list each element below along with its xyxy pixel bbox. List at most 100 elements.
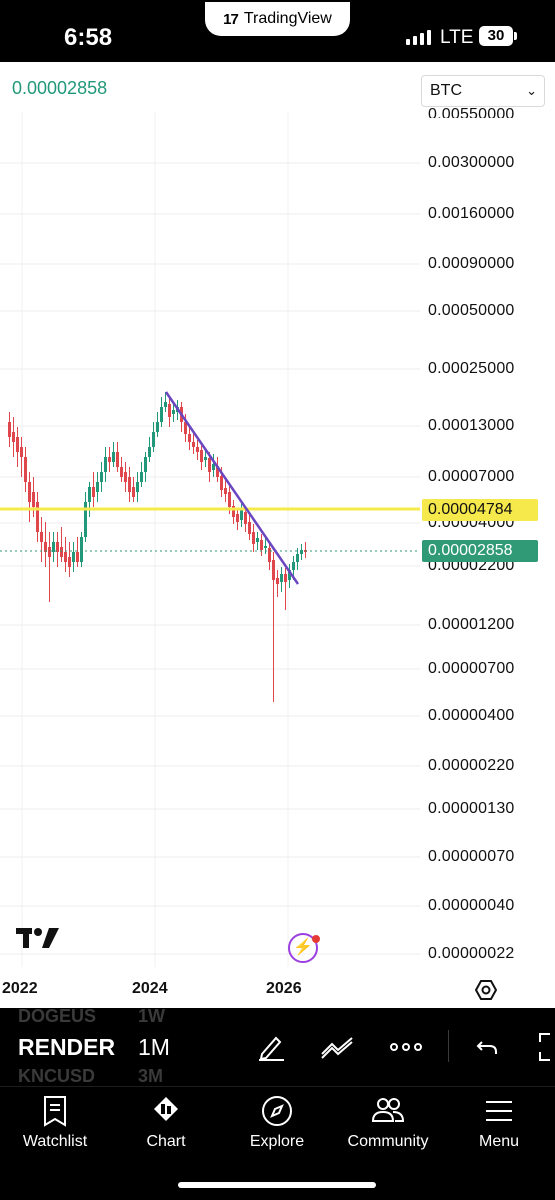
chart-icon: [154, 1097, 178, 1121]
candle-body: [44, 542, 47, 552]
price-axis-label: 0.00300000: [428, 154, 515, 171]
notification-dot: [312, 935, 320, 943]
candle-body: [276, 578, 279, 584]
candle-body: [296, 554, 299, 562]
candle-body: [288, 570, 291, 580]
nav-watchlist[interactable]: Watchlist: [0, 1095, 110, 1151]
candle-body: [212, 464, 215, 470]
chevron-down-icon: ⌄: [526, 83, 537, 98]
ghost-timeframe-prev: 1W: [138, 1008, 165, 1026]
nav-explore-label: Explore: [249, 1133, 305, 1150]
nav-community[interactable]: Community: [333, 1095, 443, 1151]
price-axis-label: 0.00090000: [428, 255, 515, 272]
signal-icon: [406, 30, 431, 45]
community-icon: [371, 1098, 405, 1122]
candle-body: [48, 547, 51, 557]
candle-body: [68, 557, 71, 567]
candle-body: [156, 422, 159, 432]
status-bar: 6:58 17 TradingView LTE 30: [0, 0, 555, 62]
candle-body: [184, 422, 187, 434]
candle-body: [240, 510, 243, 520]
candle-body: [224, 488, 227, 494]
toolbar-divider: [448, 1030, 449, 1062]
candle-body: [20, 447, 23, 457]
compass-icon: [262, 1096, 292, 1126]
candle-body: [244, 512, 247, 524]
fullscreen-icon[interactable]: [536, 1032, 555, 1062]
price-axis-label: 0.00000022: [428, 945, 515, 962]
price-axis-label: 0.00160000: [428, 205, 515, 222]
candle-body: [24, 457, 27, 482]
price-axis-label: 0.00013000: [428, 417, 515, 434]
candle-body: [160, 407, 163, 422]
candle-body: [76, 552, 79, 562]
candle-body: [88, 487, 91, 502]
price-axis-label: 0.00000070: [428, 848, 515, 865]
undo-icon[interactable]: [474, 1032, 500, 1062]
compare-symbol-value: BTC: [430, 82, 462, 99]
ghost-symbol-next: KNCUSD: [18, 1066, 96, 1086]
price-axis-label: 0.00050000: [428, 302, 515, 319]
candle-body: [248, 522, 251, 534]
candle-body: [124, 472, 127, 482]
candle-body: [188, 434, 191, 442]
candle-body: [112, 452, 115, 462]
price-axis-label: 0.00000040: [428, 897, 515, 914]
candle-body: [280, 574, 283, 582]
candle-body: [36, 502, 39, 532]
candle-body: [204, 457, 207, 460]
price-axis-label: 0.00025000: [428, 360, 515, 377]
candle-body: [144, 457, 147, 472]
candle-body: [72, 552, 75, 562]
more-icon[interactable]: [389, 1032, 423, 1062]
chart-area[interactable]: 0.00002858 BTC ⌄ 0.00550000 0.00300000 0.…: [0, 62, 555, 1008]
candle-body: [200, 450, 203, 462]
candle-body: [260, 540, 263, 550]
candle-body: [272, 560, 275, 580]
candle-body: [64, 552, 67, 562]
nav-chart[interactable]: Chart: [111, 1095, 221, 1151]
candle-body: [232, 506, 235, 517]
candle-body: [132, 487, 135, 497]
candle-body: [216, 466, 219, 477]
chart-toolbar: DOGEUS KNCUSD 1W 3M RENDER 1M: [0, 1008, 555, 1086]
menu-icon: [486, 1101, 512, 1121]
app-pill-label: TradingView: [243, 10, 332, 27]
candle-body: [236, 514, 239, 522]
horizontal-line-tag: 0.00004784: [422, 499, 538, 521]
year-label-2022: 2022: [2, 980, 38, 997]
bottom-nav: Watchlist Chart Explore Community Menu: [0, 1086, 555, 1200]
candle-body: [104, 457, 107, 472]
candle-body: [268, 548, 271, 562]
settings-icon[interactable]: [475, 979, 497, 1001]
price-axis-label: 0.00000220: [428, 757, 515, 774]
candle-body: [80, 537, 83, 562]
candle-body: [56, 542, 59, 552]
app-pill[interactable]: 17 TradingView: [205, 2, 350, 36]
candle-body: [292, 562, 295, 570]
flash-icon[interactable]: ⚡: [288, 933, 318, 963]
price-axis-label: 0.00000700: [428, 660, 515, 677]
price-axis-label: 0.00000130: [428, 800, 515, 817]
timeframe-picker[interactable]: 1M: [138, 1034, 170, 1060]
pen-icon[interactable]: [256, 1032, 286, 1062]
price-chart[interactable]: [0, 62, 555, 1008]
candle-body: [256, 538, 259, 542]
candle-body: [284, 574, 287, 582]
candle-body: [92, 487, 95, 497]
candle-body: [32, 492, 35, 507]
candle-body: [60, 547, 63, 557]
year-label-2026: 2026: [266, 980, 302, 997]
candle-body: [208, 458, 211, 472]
indicators-icon[interactable]: [320, 1032, 356, 1062]
candle-body: [172, 410, 175, 414]
symbol-picker[interactable]: RENDER: [18, 1034, 116, 1060]
nav-watchlist-label: Watchlist: [22, 1133, 88, 1150]
price-axis-label: 0.00001200: [428, 616, 515, 633]
battery-icon: 30: [479, 26, 517, 46]
nav-menu[interactable]: Menu: [444, 1095, 554, 1151]
candle-body: [140, 472, 143, 482]
compare-symbol-select[interactable]: BTC ⌄: [421, 75, 545, 107]
nav-explore[interactable]: Explore: [222, 1095, 332, 1151]
nav-menu-label: Menu: [478, 1133, 520, 1150]
